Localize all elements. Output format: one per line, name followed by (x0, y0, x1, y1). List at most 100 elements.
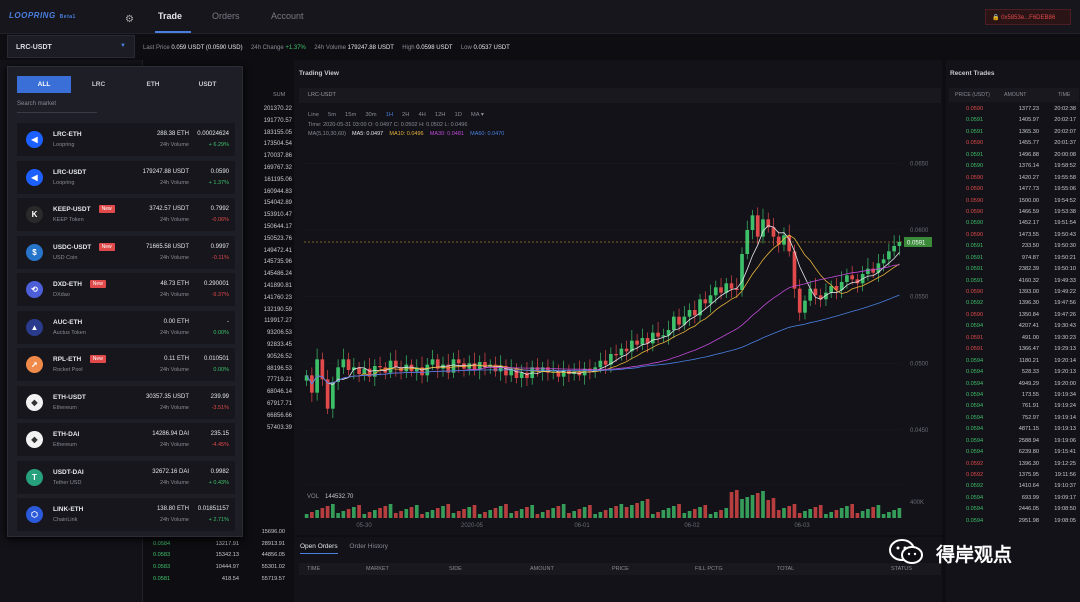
volume-bar (609, 508, 613, 518)
interval-ma[interactable]: MA ▾ (470, 112, 484, 118)
candle-body (357, 367, 361, 374)
interval-30m[interactable]: 30m (365, 112, 377, 118)
low-label: Low (460, 45, 472, 51)
interval-1h[interactable]: 1H (385, 112, 394, 118)
ask-sum: 77719.21 (266, 377, 292, 384)
trade-time: 19:12:25 (1054, 460, 1076, 467)
market-pair: AUC-ETH (53, 318, 83, 326)
bid-row[interactable]: 0.0583 15342.13 44856.05 (143, 552, 293, 564)
top-bar (0, 0, 1080, 34)
market-change: + 1.37% (208, 179, 229, 186)
trade-price: 0.0590 (966, 174, 984, 181)
trade-price: 0.0592 (966, 460, 984, 467)
trade-price: 0.0592 (966, 300, 984, 307)
volume-bar (850, 504, 855, 518)
filter-tab-usdt[interactable]: USDT (198, 81, 217, 88)
trade-row: 0.0590 1376.14 19:58:52 (949, 163, 1079, 174)
recent-trades-list: 0.0590 1377.23 20:02:38 0.0591 1405.97 20:02:… (949, 106, 1079, 529)
candle-body (876, 263, 881, 273)
candle-body (525, 372, 529, 378)
interval-2h[interactable]: 2H (402, 112, 410, 118)
filter-tab-eth[interactable]: ETH (146, 81, 160, 88)
candle-body (409, 364, 414, 372)
volume-bar (892, 510, 896, 518)
candle-body (635, 340, 639, 345)
volume-bar (441, 506, 445, 518)
tab-trade[interactable]: Trade (158, 11, 183, 21)
market-row-dxd-eth[interactable]: ⟲ DXD-ETH DXdao New 48.73 ETH 24h Volume 0.290… (17, 273, 235, 306)
candlestick-chart[interactable]: 0.0650 0.0600 0.0550 0.0500 0.0450 0.0591 400K… (294, 140, 942, 530)
trade-row: 0.0591 1365.30 20:02:07 (949, 129, 1079, 140)
candle-body (682, 316, 687, 325)
trade-amount: 173.55 (1021, 391, 1039, 398)
trade-amount: 974.87 (1021, 254, 1039, 261)
trade-time: 19:30:43 (1054, 323, 1076, 330)
tab-open-orders[interactable]: Open Orders (300, 543, 338, 554)
bid-row[interactable]: 0.0581 418.54 55719.57 (143, 576, 293, 588)
interval-line[interactable]: Line (308, 112, 319, 118)
interval-5m[interactable]: 5m (327, 112, 337, 118)
gear-icon[interactable]: ⚙ (125, 14, 134, 25)
trade-time: 19:53:38 (1054, 208, 1076, 215)
volume-bar (477, 514, 482, 518)
market-row-lrc-usdt[interactable]: ◀ LRC-USDT Loopring 179247.88 USDT 24h Volum… (17, 160, 235, 194)
interval-1d[interactable]: 1D (454, 112, 462, 118)
trade-row: 0.0594 6239.80 19:15:41 (949, 449, 1079, 460)
market-row-usdt-dai[interactable]: T USDT-DAI Tether USD 32672.16 DAI 24h Volum… (17, 460, 235, 494)
change-value: +1.37% (285, 45, 306, 51)
ethereum-icon: ◆ (26, 431, 43, 448)
market-row-eth-dai[interactable]: ◆ ETH-DAI Ethereum 14286.94 DAI 24h Volume 23… (17, 423, 235, 456)
market-price: 235.15 (210, 431, 229, 437)
ask-sum: 150523.76 (263, 235, 292, 242)
filter-tab-all[interactable]: ALL (17, 76, 71, 93)
market-row-usdc-usdt[interactable]: $ USDC-USDT USD Coin New 71665.58 USDT 24h Vo… (17, 235, 235, 269)
filter-tab-lrc[interactable]: LRC (91, 81, 106, 88)
interval-12h[interactable]: 12H (434, 112, 446, 118)
volume-bar (561, 504, 566, 518)
volume-bar (425, 512, 430, 518)
market-price: 0.9982 (210, 468, 229, 475)
volume-bar (336, 513, 340, 518)
market-row-auc-eth[interactable]: ▲ AUC-ETH Auctus Token 0.00 ETH 24h Volume - 0… (17, 310, 235, 344)
market-row-eth-usdt[interactable]: ◆ ETH-USDT Ethereum 30357.35 USDT 24h Volume… (17, 385, 235, 419)
ask-sum: 150644.17 (263, 223, 292, 230)
loopring-icon: ◀ (26, 131, 43, 148)
market-pair: ETH-DAI (53, 431, 80, 438)
search-market-input[interactable]: Search market (17, 101, 97, 113)
market-token-name: Rocket Pool (53, 367, 83, 373)
tab-account[interactable]: Account (271, 11, 304, 21)
volume-bar (797, 513, 802, 518)
market-row-lrc-eth[interactable]: ◀ LRC-ETH Loopring 288.38 ETH 24h Volume 0.00… (17, 123, 235, 156)
market-row-link-eth[interactable]: ⬡ LINK-ETH ChainLink 138.80 ETH 24h Volume 0.… (17, 498, 235, 531)
volume-bar (766, 500, 771, 518)
recent-trades-panel (946, 60, 1080, 602)
market-row-keep-usdt[interactable]: K KEEP-USDT KEEP Token New 3742.57 USDT 24h V… (17, 198, 235, 231)
trade-time: 19:20:00 (1054, 380, 1076, 387)
tab-order-history[interactable]: Order History (349, 543, 389, 550)
wallet-address-button[interactable]: 🔒 0x5853e...F6DEB86 (985, 9, 1071, 25)
bid-row[interactable]: 0.0584 13217.91 28913.91 (143, 541, 293, 553)
volume-bar (677, 504, 681, 518)
market-selector[interactable]: LRC-USDT ▼ (7, 35, 135, 58)
interval-15m[interactable]: 15m (345, 112, 357, 118)
tab-orders[interactable]: Orders (212, 11, 240, 21)
volume-bar (782, 508, 786, 518)
trading-view-pair: LRC-USDT (308, 92, 336, 98)
market-row-rpl-eth[interactable]: ➚ RPL-ETH Rocket Pool New 0.11 ETH 24h Volume… (17, 348, 235, 381)
interval-4h[interactable]: 4H (418, 112, 426, 118)
loopring-logo[interactable]: LOOPRING Beta1 (9, 11, 76, 20)
market-price: 0.010501 (203, 356, 229, 362)
trade-row: 0.0594 4871.15 19:19:13 (949, 426, 1079, 437)
market-pair: RPL-ETH (53, 356, 82, 363)
volume-bar (493, 508, 498, 518)
trade-row: 0.0591 1496.88 20:00:08 (949, 152, 1079, 163)
col-amount: AMOUNT (530, 566, 554, 572)
trade-amount: 4160.32 (1018, 277, 1039, 284)
volume-caption: 24h Volume (159, 292, 189, 298)
col-time: TIME (1058, 92, 1071, 98)
trade-price: 0.0590 (966, 197, 984, 204)
ask-sum: 141890.81 (263, 282, 292, 289)
bid-row[interactable]: 0.0583 10444.97 55301.02 (143, 564, 293, 576)
trade-amount: 1393.00 (1018, 289, 1039, 295)
volume-caption: 24h Volume (159, 179, 189, 186)
